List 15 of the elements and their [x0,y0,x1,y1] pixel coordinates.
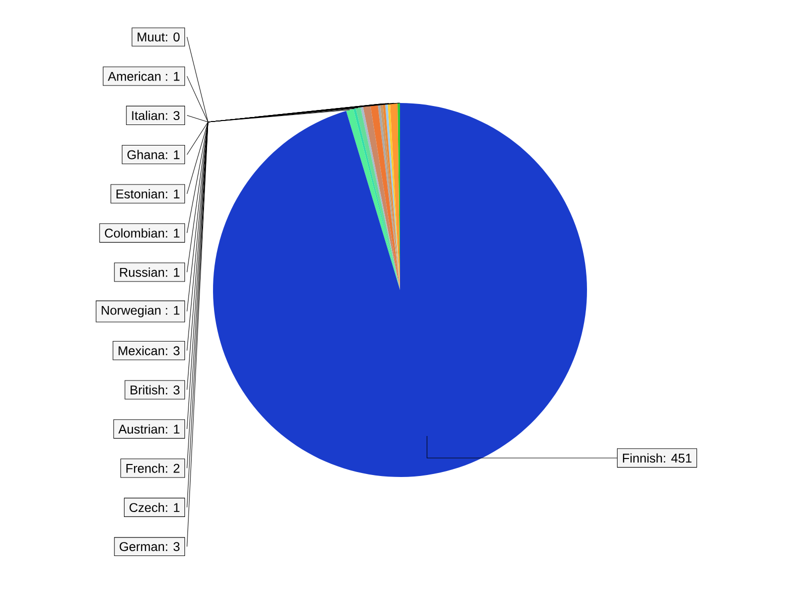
slice-label: Russian: 1 [120,268,180,277]
slice-label: Czech: 1 [130,502,180,512]
slice-label: American : 1 [108,72,180,81]
slice-label: British: 3 [130,385,180,394]
slice-label: Norwegian : 1 [102,305,180,318]
slice-label: Colombian: 1 [104,228,180,238]
slice-label: Ghana: 1 [127,150,180,160]
slice-label: French: 2 [126,464,180,473]
category-label: Muut: 0 [138,32,180,42]
slice-label: Mexican: 3 [118,346,180,356]
slice-label: German: 3 [120,542,180,552]
slice-label: Estonian: 1 [116,189,180,198]
slice-label: Austrian: 1 [118,424,180,434]
slice-label: Finnish: 451 [622,453,692,463]
slice-label: Italian: 3 [132,110,180,120]
